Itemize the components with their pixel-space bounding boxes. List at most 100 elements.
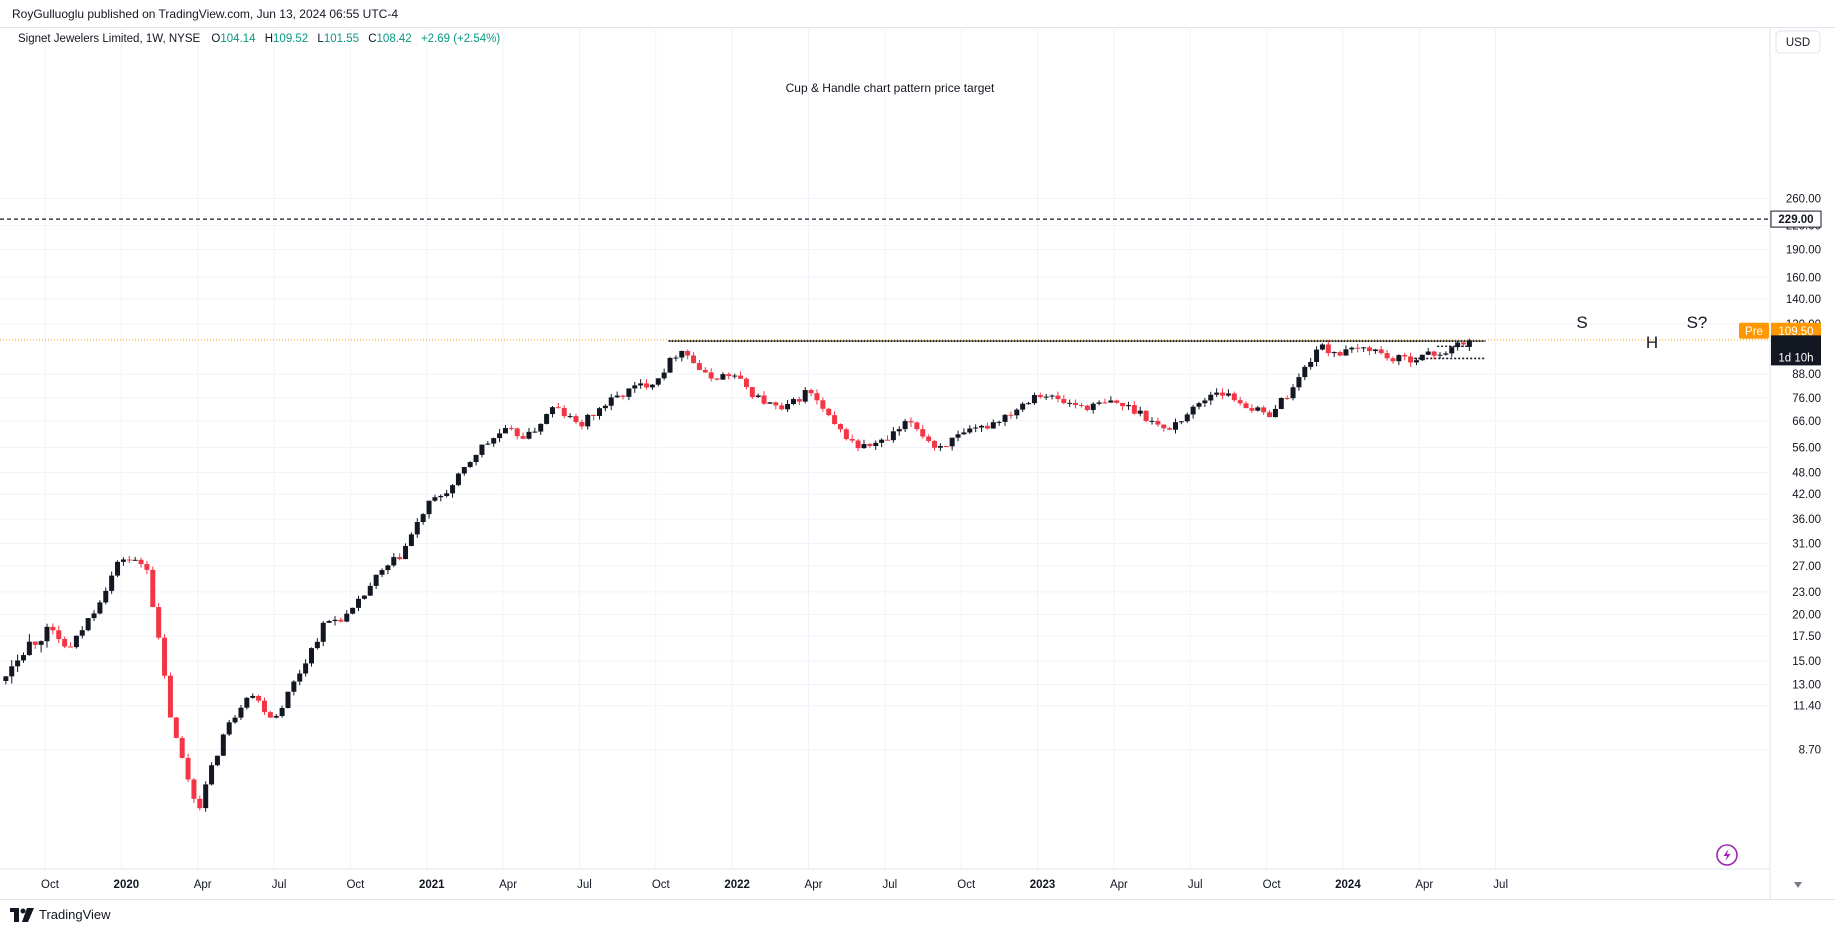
- candle-body: [109, 575, 115, 591]
- price-tick-label: 27.00: [1792, 561, 1821, 573]
- candle-body: [85, 618, 91, 631]
- candle-body: [273, 715, 279, 718]
- candle-body: [1243, 403, 1249, 409]
- candle-body: [1272, 408, 1278, 418]
- candle-body: [1449, 347, 1455, 354]
- time-tick-label: Oct: [957, 879, 976, 891]
- candle-body: [867, 444, 873, 447]
- candle-body: [15, 660, 21, 667]
- candle-body: [1049, 395, 1055, 397]
- candle-body: [438, 495, 444, 498]
- candle-body: [1308, 361, 1314, 367]
- candle-body: [250, 695, 256, 698]
- candle-body: [873, 442, 879, 447]
- time-tick-label: 2022: [724, 879, 750, 891]
- legend-low: 101.55: [324, 33, 359, 45]
- legend-open: 104.14: [220, 33, 256, 45]
- candle-body: [279, 707, 285, 716]
- candle-body: [743, 378, 749, 388]
- candle-body: [949, 437, 955, 447]
- candle-body: [520, 436, 526, 439]
- candle-body: [567, 416, 573, 418]
- candle-body: [896, 429, 902, 432]
- candle-body: [391, 557, 397, 566]
- candle-body: [726, 374, 732, 377]
- candle-body: [1361, 347, 1367, 349]
- legend-high: 109.52: [273, 33, 308, 45]
- pattern-labels: S H S?: [1576, 313, 1707, 352]
- price-tick-label: 13.00: [1792, 679, 1821, 691]
- candle-body: [420, 514, 426, 523]
- publisher-bar: RoyGulluoglu published on TradingView.co…: [0, 0, 1835, 27]
- candle-body: [1020, 403, 1026, 410]
- candle-body: [103, 590, 109, 603]
- pre-price-label: 109.50: [1778, 326, 1813, 338]
- candle-body: [1196, 403, 1202, 407]
- candle-body: [708, 372, 714, 379]
- candle-body: [1319, 344, 1325, 350]
- candle-body: [455, 473, 461, 486]
- candle-body: [356, 598, 362, 608]
- candle-body: [1437, 354, 1443, 356]
- candle-body: [1137, 410, 1143, 414]
- candle-body: [1055, 395, 1061, 400]
- candle-body: [1231, 393, 1237, 401]
- candle-body: [361, 595, 367, 599]
- candle-body: [984, 425, 990, 429]
- price-tick-label: 66.00: [1792, 416, 1821, 428]
- lightning-icon[interactable]: [1716, 844, 1738, 866]
- time-tick-label: Oct: [652, 879, 671, 891]
- price-tick-label: 88.00: [1792, 369, 1821, 381]
- legend-close: 108.42: [377, 33, 412, 45]
- candle-body: [1149, 420, 1155, 422]
- candle-body: [1078, 404, 1084, 406]
- candle-body: [408, 534, 414, 546]
- candle-body: [591, 414, 597, 416]
- candle-body: [473, 454, 479, 463]
- candle-body: [555, 407, 561, 409]
- time-tick-label: Jul: [577, 879, 592, 891]
- candle-body: [1008, 414, 1014, 416]
- candle-body: [1237, 400, 1243, 404]
- tradingview-logo[interactable]: TradingView: [10, 907, 111, 922]
- candle-body: [761, 395, 767, 404]
- candle-body: [1396, 355, 1402, 362]
- candle-body: [3, 676, 9, 682]
- price-tick-label: 20.00: [1792, 610, 1821, 622]
- candle-body: [767, 402, 773, 404]
- candle-body: [373, 574, 379, 586]
- candle-body: [932, 440, 938, 448]
- candle-body: [579, 422, 585, 427]
- candle-body: [1202, 400, 1208, 404]
- candle-body: [973, 427, 979, 429]
- candle-body: [197, 798, 203, 809]
- price-chart[interactable]: Signet Jewelers Limited, 1W, NYSE O104.1…: [0, 27, 1835, 900]
- candle-body: [344, 613, 350, 622]
- candle-body: [826, 408, 832, 416]
- candle-body: [220, 734, 226, 756]
- candle-body: [773, 402, 779, 406]
- candle-body: [256, 695, 262, 701]
- legend: Signet Jewelers Limited, 1W, NYSE O104.1…: [18, 33, 500, 45]
- time-axis-settings-icon[interactable]: [1794, 882, 1802, 888]
- candle-body: [56, 630, 62, 639]
- target-annotation: Cup & Handle chart pattern price target: [786, 81, 995, 95]
- candle-body: [1314, 349, 1320, 362]
- candle-body: [1372, 349, 1378, 352]
- candle-body: [1419, 354, 1425, 361]
- candle-body: [1167, 428, 1173, 430]
- candle-body: [990, 422, 996, 429]
- pattern-label-head: H: [1646, 333, 1658, 352]
- candle-body: [179, 737, 185, 758]
- candle-body: [561, 407, 567, 417]
- candle-body: [1184, 414, 1190, 422]
- candle-body: [115, 561, 121, 576]
- candle-body: [62, 638, 68, 647]
- candle-body: [432, 497, 438, 501]
- candle-body: [1131, 405, 1137, 414]
- price-tick-label: 76.00: [1792, 393, 1821, 405]
- candle-body: [450, 485, 456, 494]
- candle-body: [1296, 377, 1302, 388]
- candle-body: [1084, 405, 1090, 411]
- currency-button[interactable]: USD: [1775, 30, 1821, 54]
